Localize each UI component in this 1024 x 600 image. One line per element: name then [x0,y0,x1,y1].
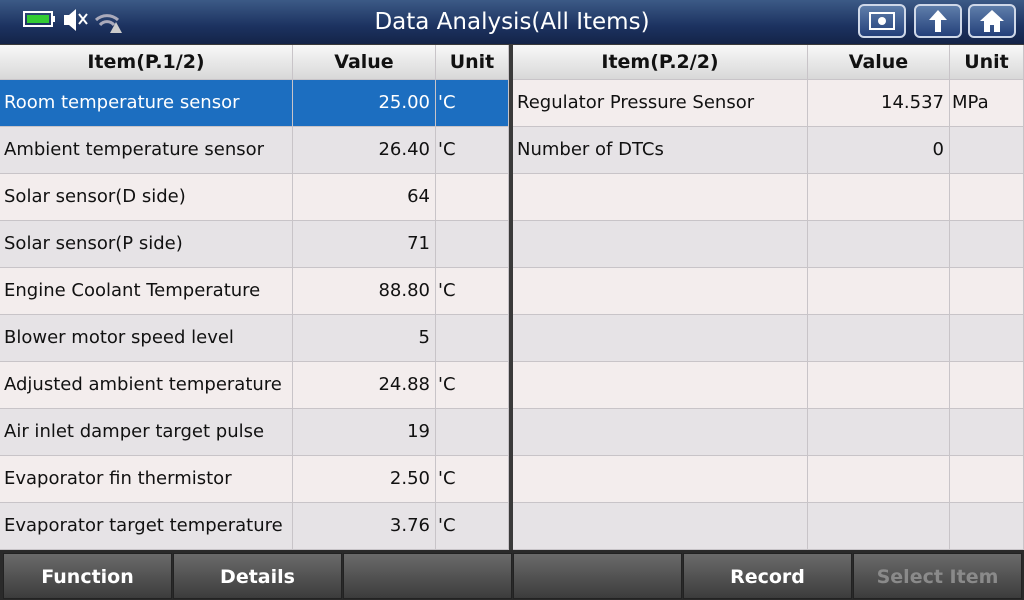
bottom-bar: Function Details Record Select Item [0,550,1024,600]
details-button[interactable]: Details [173,553,342,599]
unit-cell [950,268,1024,315]
select-item-button: Select Item [853,553,1022,599]
unit-cell [436,409,509,456]
screen-title: Data Analysis(All Items) [374,9,650,35]
unit-cell [436,174,509,221]
item-cell: Air inlet damper target pulse [0,409,293,456]
value-cell [808,456,950,503]
value-cell [808,409,950,456]
value-cell: 24.88 [293,362,436,409]
value-cell [808,315,950,362]
empty-button [343,553,512,599]
item-cell: Room temperature sensor [0,80,293,127]
unit-cell [950,409,1024,456]
screenshot-button[interactable] [858,4,906,38]
unit-cell [950,315,1024,362]
unit-cell: 'C [436,80,509,127]
value-cell: 2.50 [293,456,436,503]
unit-cell [950,221,1024,268]
value-cell: 3.76 [293,503,436,550]
column-header: Unit [950,45,1024,80]
value-cell: 19 [293,409,436,456]
value-cell: 71 [293,221,436,268]
unit-cell: 'C [436,503,509,550]
left-table: Item(P.1/2) Value Unit Room temperature sen… [0,45,509,550]
title-bar: Data Analysis(All Items) [0,0,1024,44]
column-header: Value [293,45,436,80]
back-button[interactable] [914,4,962,38]
unit-cell [950,127,1024,174]
unit-cell [950,174,1024,221]
item-cell [513,268,808,315]
value-cell: 14.537 [808,80,950,127]
item-cell [513,315,808,362]
value-cell [808,503,950,550]
value-cell [808,221,950,268]
item-cell [513,362,808,409]
unit-cell: 'C [436,456,509,503]
home-button[interactable] [968,4,1016,38]
value-cell: 26.40 [293,127,436,174]
item-cell: Blower motor speed level [0,315,293,362]
item-cell [513,174,808,221]
unit-cell [436,221,509,268]
value-cell: 88.80 [293,268,436,315]
column-header: Item(P.2/2) [513,45,808,80]
item-cell: Adjusted ambient temperature [0,362,293,409]
right-table: Item(P.2/2) Value Unit Regulator Pressure S… [513,45,1024,550]
value-cell: 64 [293,174,436,221]
item-cell: Number of DTCs [513,127,808,174]
value-cell [808,268,950,315]
unit-cell: 'C [436,268,509,315]
value-cell [808,362,950,409]
value-cell: 0 [808,127,950,174]
function-button[interactable]: Function [3,553,172,599]
value-cell [808,174,950,221]
value-cell: 25.00 [293,80,436,127]
column-header: Unit [436,45,509,80]
item-cell: Evaporator fin thermistor [0,456,293,503]
empty-button [513,553,682,599]
item-cell: Ambient temperature sensor [0,127,293,174]
unit-cell [436,315,509,362]
status-icons [23,9,122,33]
item-cell: Evaporator target temperature [0,503,293,550]
record-button[interactable]: Record [683,553,852,599]
unit-cell: 'C [436,127,509,174]
unit-cell: MPa [950,80,1024,127]
item-cell [513,456,808,503]
unit-cell [950,456,1024,503]
column-header: Item(P.1/2) [0,45,293,80]
unit-cell [950,503,1024,550]
value-cell: 5 [293,315,436,362]
unit-cell: 'C [436,362,509,409]
item-cell: Engine Coolant Temperature [0,268,293,315]
item-cell [513,221,808,268]
item-cell [513,503,808,550]
item-cell: Solar sensor(P side) [0,221,293,268]
unit-cell [950,362,1024,409]
item-cell: Solar sensor(D side) [0,174,293,221]
column-header: Value [808,45,950,80]
item-cell [513,409,808,456]
item-cell: Regulator Pressure Sensor [513,80,808,127]
